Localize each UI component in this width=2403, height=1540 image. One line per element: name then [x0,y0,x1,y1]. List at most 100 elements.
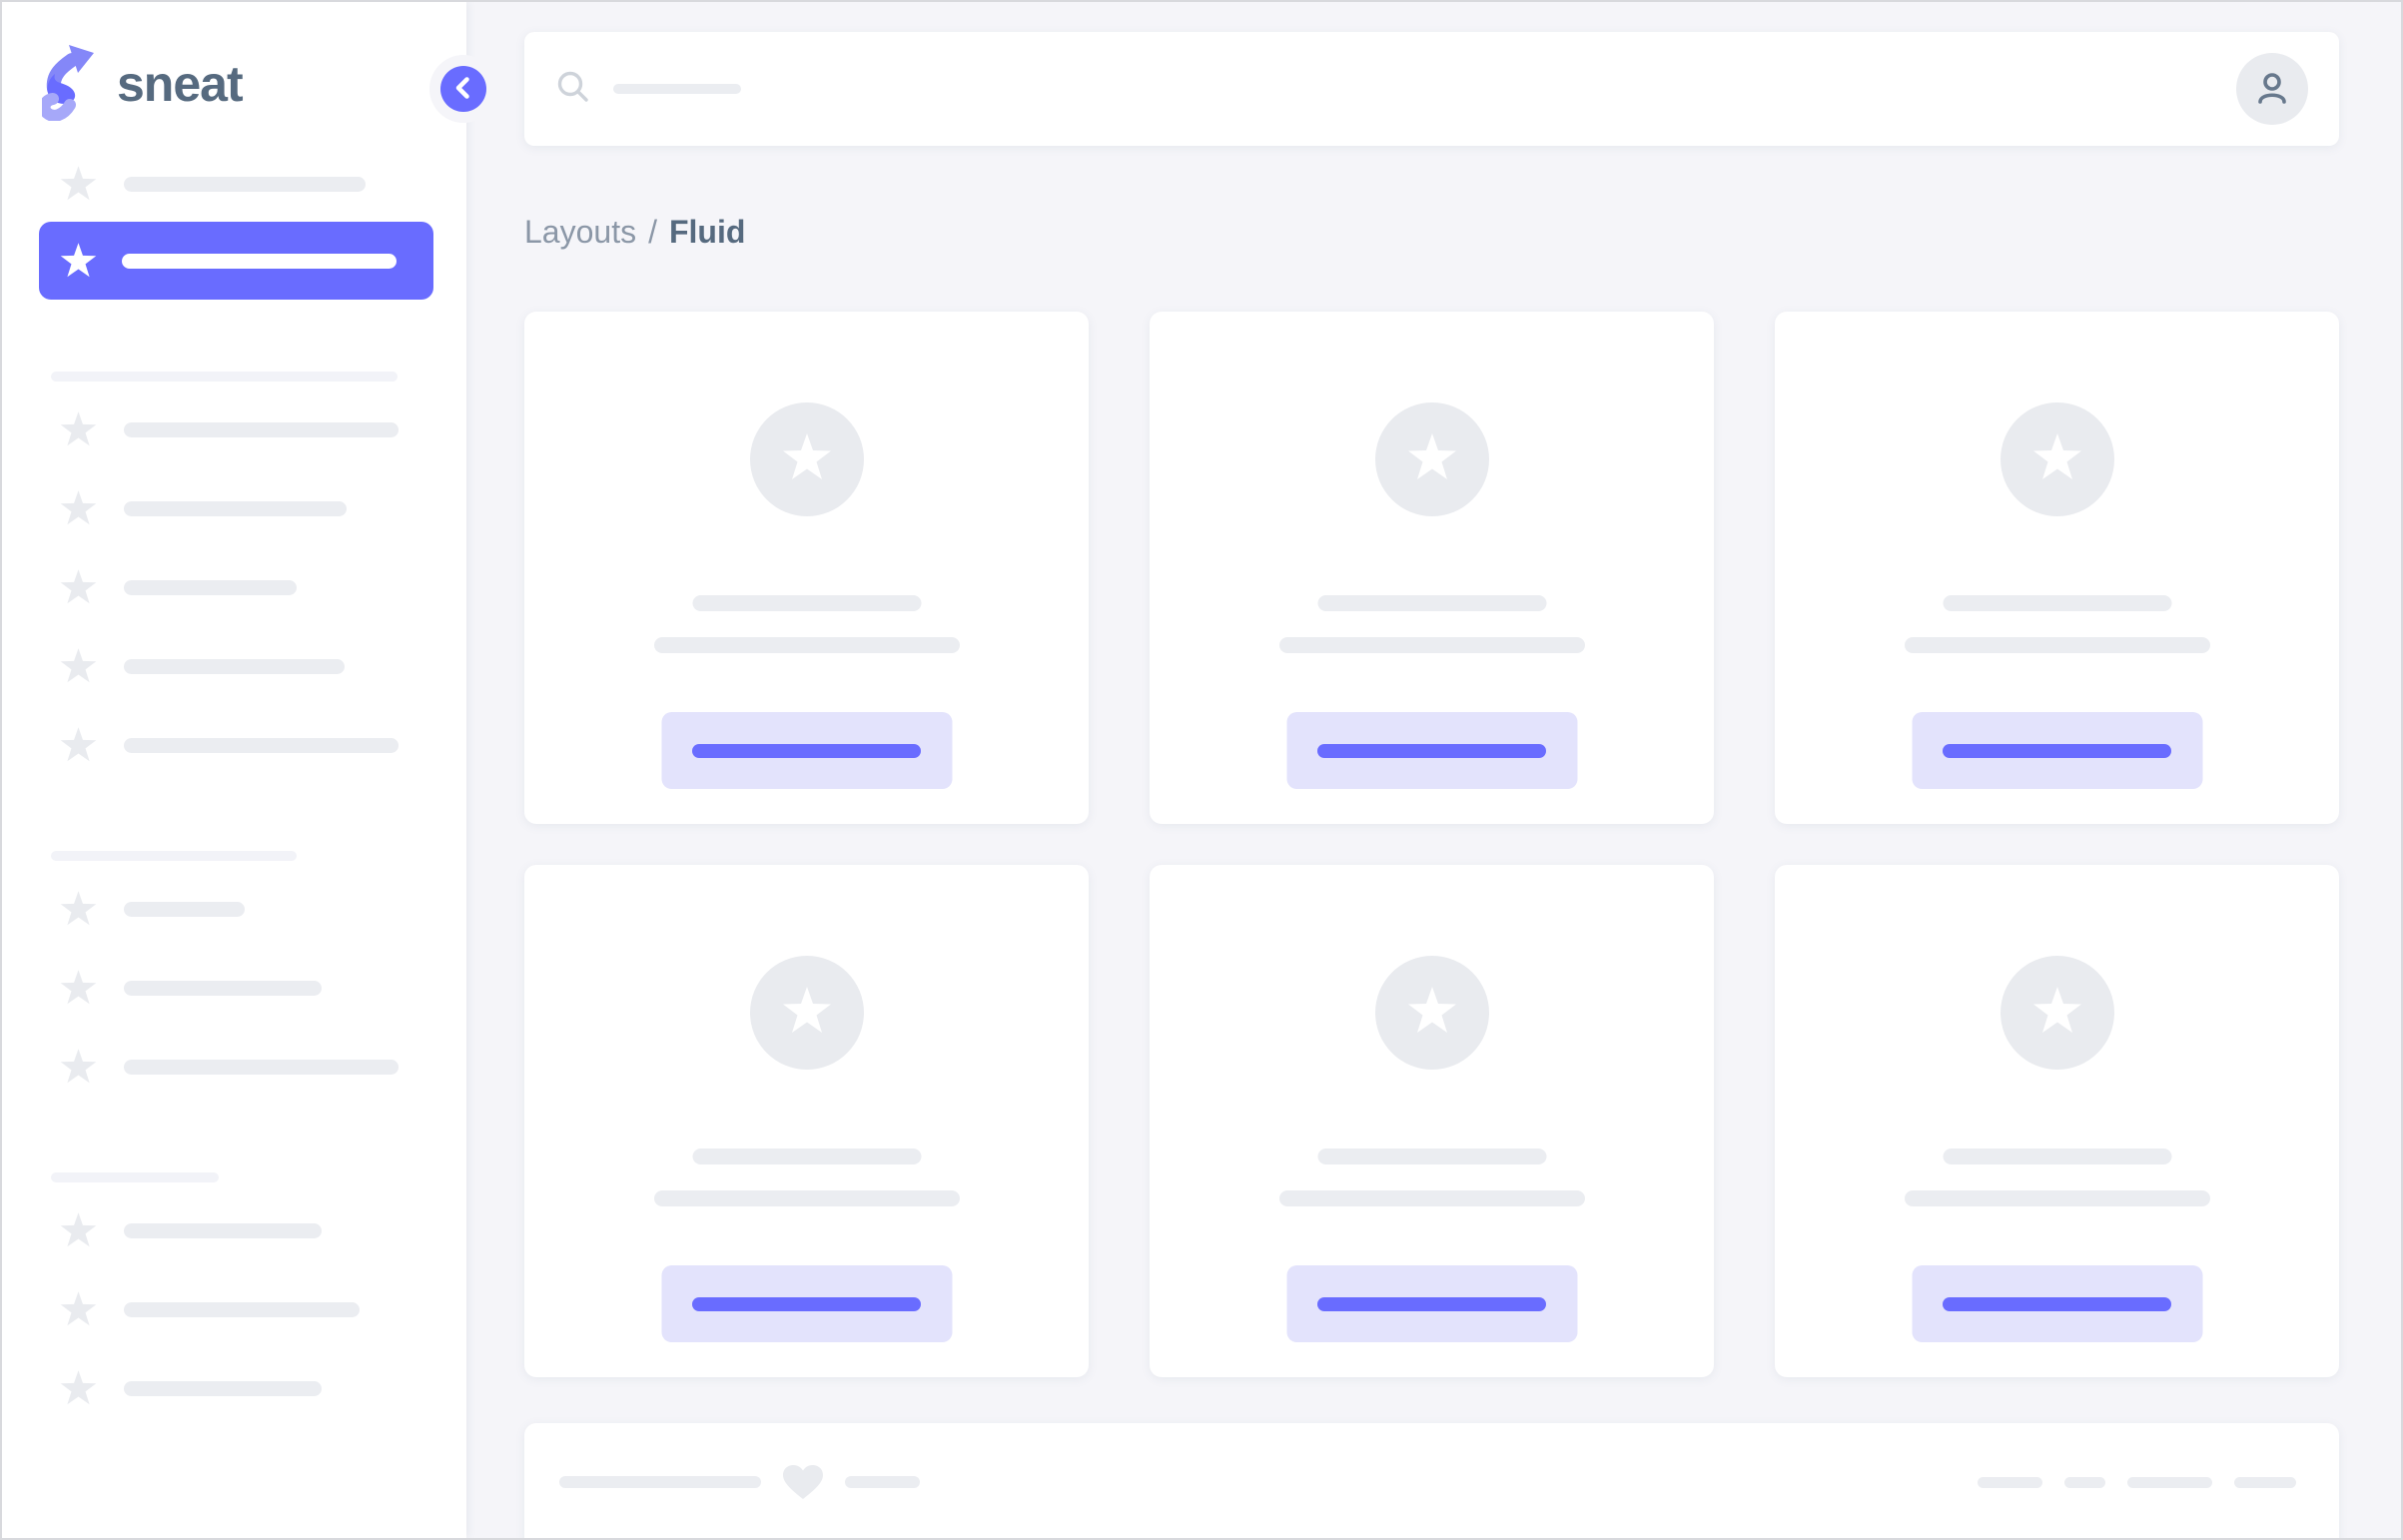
footer-skeleton-bar [845,1476,920,1488]
sidebar-item-label-skeleton [124,500,347,516]
card-title-skeleton [1317,1149,1546,1164]
star-icon [2032,432,2082,486]
sidebar-item-label-skeleton [122,253,397,269]
footer-skeleton-bar [2064,1476,2105,1488]
card-action-button[interactable] [1286,1265,1577,1342]
user-avatar-button[interactable] [2236,53,2308,125]
sidebar-item[interactable] [2,883,466,935]
bottom-card [524,1423,2339,1538]
content-card [524,865,1089,1377]
sidebar-item-label-skeleton [124,1301,360,1317]
star-icon [60,891,97,927]
card-subtitle-skeleton [653,1190,960,1206]
sidebar-item-label-skeleton [124,176,366,192]
footer-skeleton-bar [559,1476,761,1488]
sidebar-section-divider-skeleton [51,851,297,861]
sidebar-item-label-skeleton [124,658,345,674]
sidebar-item[interactable] [2,482,466,534]
card-subtitle-skeleton [1904,1190,2210,1206]
star-icon [782,986,832,1040]
brand[interactable]: sneat [38,43,244,126]
brand-name: sneat [117,56,244,112]
star-icon [782,432,832,486]
card-action-button[interactable] [1912,1265,2202,1342]
person-icon [2253,69,2291,110]
footer-skeleton-bar [1978,1476,2042,1488]
card-action-button[interactable] [1912,712,2202,789]
star-icon [60,648,97,684]
card-avatar-circle [1374,956,1489,1070]
star-icon [60,411,97,447]
card-subtitle-skeleton [1278,1190,1585,1206]
card-button-label-skeleton [1943,743,2171,758]
content-card [1150,312,1714,824]
heart-icon [783,1465,823,1499]
breadcrumb-separator: / [648,213,657,250]
sidebar-item-active[interactable] [39,222,433,300]
card-avatar-circle [1374,402,1489,516]
card-button-label-skeleton [692,743,921,758]
content-card [1775,865,2339,1377]
chevron-left-icon [450,75,476,104]
sidebar-item[interactable] [2,1362,466,1414]
sidebar-item[interactable] [2,1204,466,1256]
sneat-logo-icon [38,43,98,126]
sidebar-item[interactable] [2,158,466,210]
sidebar-collapse-button[interactable] [440,66,486,112]
card-button-label-skeleton [1317,1296,1546,1311]
sidebar: sneat [2,2,466,1538]
sidebar-item-label-skeleton [124,1059,399,1075]
star-icon [60,727,97,763]
star-icon [60,1212,97,1248]
sidebar-item[interactable] [2,403,466,455]
star-icon [60,1291,97,1327]
star-icon [60,970,97,1006]
card-button-label-skeleton [1943,1296,2171,1311]
search-bar [524,32,2339,146]
bottom-card-left-group [559,1423,920,1538]
card-title-skeleton [1943,1149,2171,1164]
breadcrumb-current-page: Fluid [668,213,746,250]
star-icon [60,569,97,605]
breadcrumb-section[interactable]: Layouts [524,213,637,250]
search-input[interactable] [524,32,1423,146]
sidebar-item[interactable] [2,1283,466,1335]
card-title-skeleton [1317,595,1546,611]
star-icon [60,1370,97,1406]
sidebar-item[interactable] [2,640,466,692]
search-icon [556,70,590,109]
sidebar-item[interactable] [2,1041,466,1093]
sidebar-item-label-skeleton [124,1380,322,1396]
card-action-button[interactable] [1286,712,1577,789]
sidebar-item[interactable] [2,561,466,613]
star-icon [1407,986,1457,1040]
card-subtitle-skeleton [1278,637,1585,653]
card-action-button[interactable] [661,712,952,789]
content-card [524,312,1089,824]
card-action-button[interactable] [661,1265,952,1342]
cards-grid [524,312,2339,1377]
star-icon [60,243,97,279]
star-icon [1407,432,1457,486]
sidebar-section-divider-skeleton [51,1172,219,1182]
search-placeholder-skeleton [613,84,741,94]
content-card [1775,312,2339,824]
card-button-label-skeleton [692,1296,921,1311]
sidebar-item-label-skeleton [124,1222,322,1238]
card-avatar-circle [2000,956,2114,1070]
star-icon [2032,986,2082,1040]
sidebar-item-label-skeleton [124,901,245,917]
sidebar-item-label-skeleton [124,980,322,996]
sidebar-item[interactable] [2,719,466,771]
card-subtitle-skeleton [653,637,960,653]
card-avatar-circle [749,956,864,1070]
sidebar-item[interactable] [2,962,466,1014]
card-avatar-circle [749,402,864,516]
star-icon [60,490,97,526]
card-title-skeleton [1943,595,2171,611]
sidebar-item-label-skeleton [124,421,399,437]
content-card [1150,865,1714,1377]
breadcrumb: Layouts / Fluid [524,208,745,256]
footer-skeleton-bar [2127,1476,2212,1488]
